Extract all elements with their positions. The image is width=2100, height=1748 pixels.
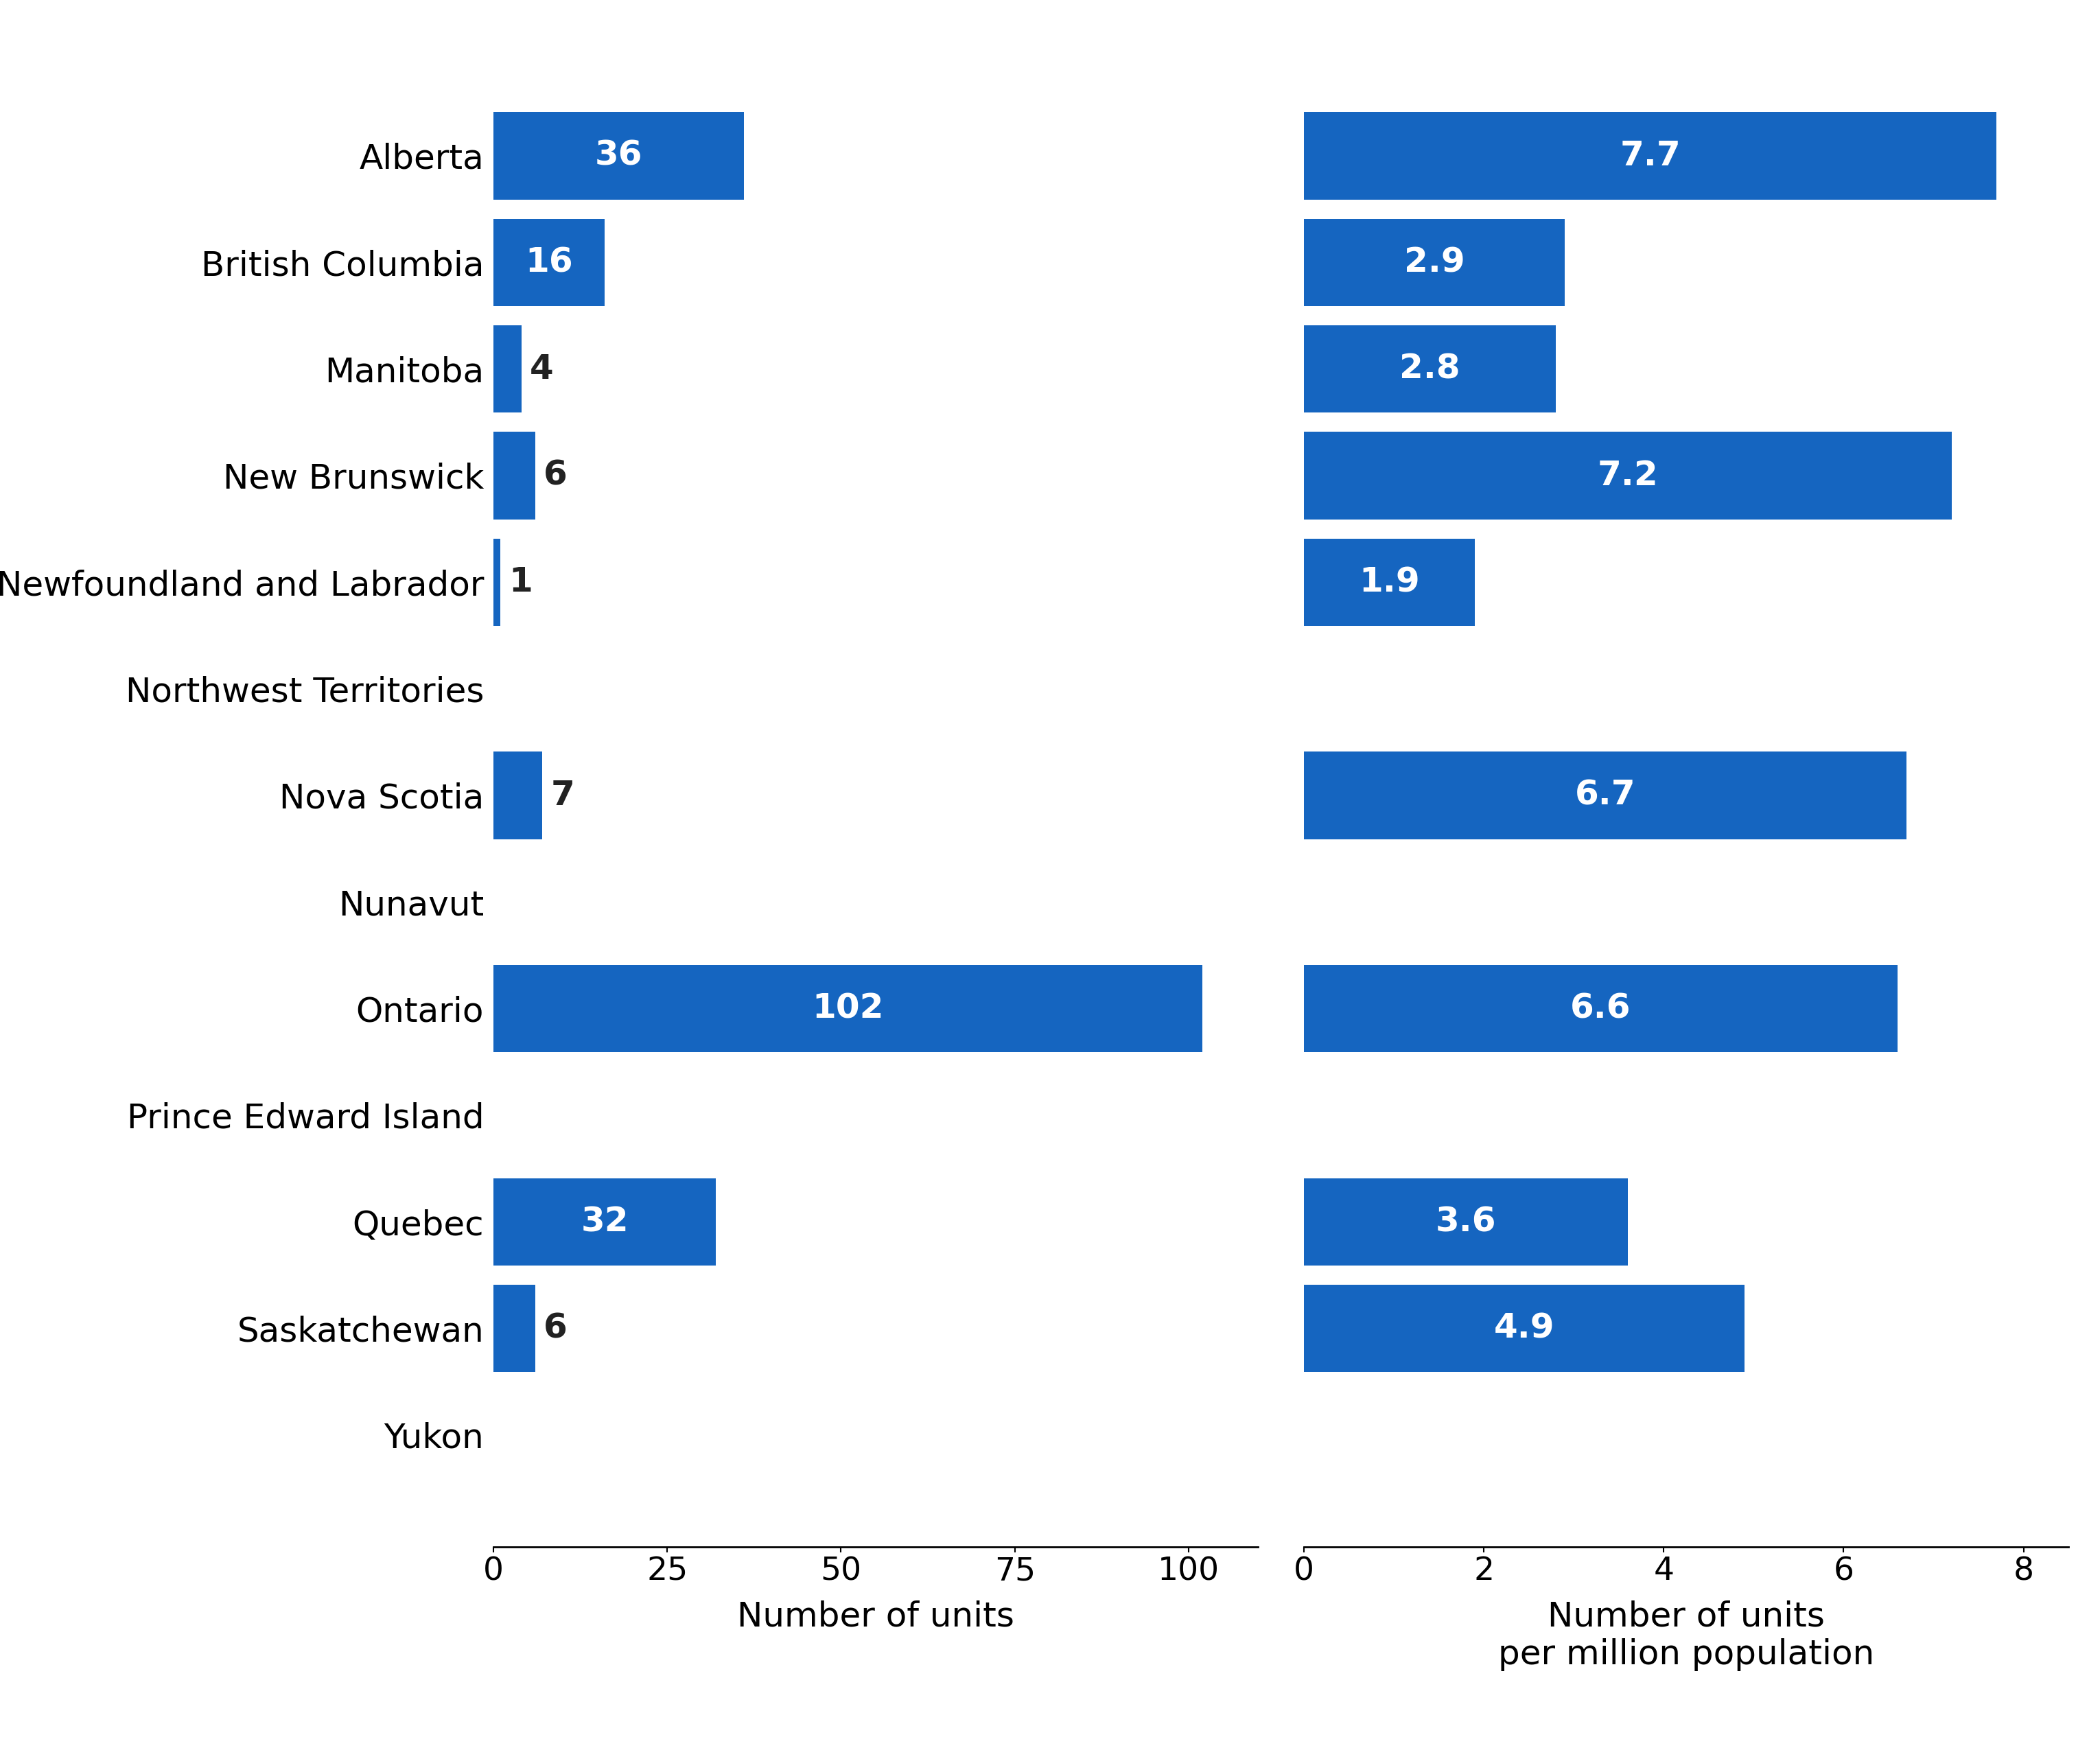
Bar: [1304, 1285, 1745, 1372]
Text: 4: 4: [529, 353, 554, 385]
Bar: [1304, 752, 1907, 839]
Text: 32: 32: [582, 1206, 628, 1238]
Bar: [1304, 218, 1564, 306]
X-axis label: Number of units: Number of units: [737, 1599, 1014, 1633]
Bar: [493, 538, 500, 626]
Bar: [1304, 1178, 1628, 1266]
Text: 6.6: 6.6: [1571, 993, 1632, 1024]
Text: 6.7: 6.7: [1575, 780, 1636, 811]
Text: 3.6: 3.6: [1436, 1206, 1495, 1238]
X-axis label: Number of units
per million population: Number of units per million population: [1497, 1599, 1875, 1671]
Bar: [493, 325, 521, 413]
Bar: [1304, 965, 1898, 1052]
Bar: [1304, 538, 1474, 626]
Bar: [493, 1285, 536, 1372]
Text: 2.8: 2.8: [1399, 353, 1459, 385]
Bar: [493, 965, 1203, 1052]
Text: 7: 7: [550, 780, 575, 811]
Bar: [1304, 325, 1556, 413]
Bar: [1304, 432, 1951, 519]
Bar: [493, 112, 743, 199]
Text: 4.9: 4.9: [1493, 1311, 1554, 1344]
Text: 36: 36: [594, 140, 643, 173]
Bar: [493, 432, 536, 519]
Bar: [1304, 112, 1997, 199]
Bar: [493, 1178, 716, 1266]
Text: 1: 1: [508, 566, 533, 598]
Bar: [493, 218, 605, 306]
Text: 7.2: 7.2: [1598, 460, 1659, 491]
Text: 6: 6: [544, 1311, 567, 1344]
Text: 16: 16: [525, 246, 573, 280]
Text: 102: 102: [813, 993, 884, 1024]
Text: 7.7: 7.7: [1619, 140, 1680, 173]
Text: 2.9: 2.9: [1405, 246, 1466, 280]
Text: 6: 6: [544, 460, 567, 491]
Bar: [493, 752, 542, 839]
Text: 1.9: 1.9: [1359, 566, 1420, 598]
